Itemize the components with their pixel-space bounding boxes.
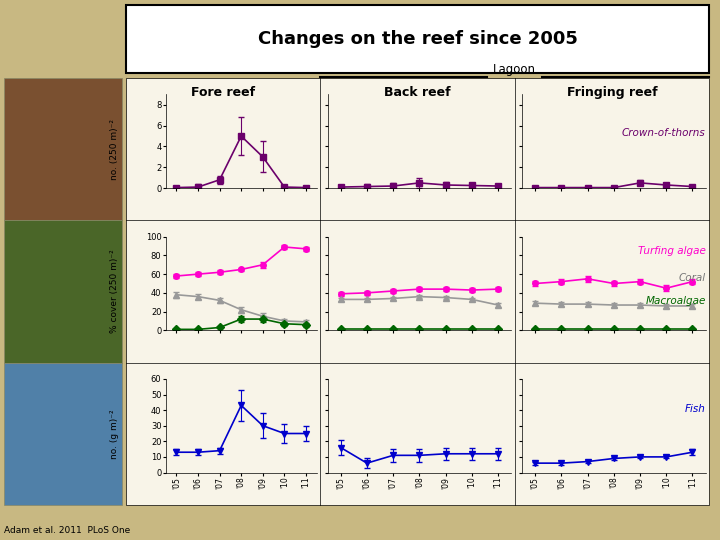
Text: Lagoon: Lagoon bbox=[493, 63, 536, 76]
Text: no. (250 m)⁻²: no. (250 m)⁻² bbox=[109, 119, 119, 180]
Text: Macroalgae: Macroalgae bbox=[645, 296, 706, 306]
Text: Changes on the reef since 2005: Changes on the reef since 2005 bbox=[258, 30, 577, 48]
Text: no. (g m)⁻²: no. (g m)⁻² bbox=[109, 409, 119, 458]
Text: % cover (250 m)⁻²: % cover (250 m)⁻² bbox=[109, 249, 119, 334]
Text: Coral: Coral bbox=[678, 273, 706, 283]
Text: Fore reef: Fore reef bbox=[191, 86, 256, 99]
Text: Fish: Fish bbox=[685, 404, 706, 415]
Text: Fringing reef: Fringing reef bbox=[567, 86, 657, 99]
Text: Adam et al. 2011  PLoS One: Adam et al. 2011 PLoS One bbox=[4, 525, 130, 535]
Text: Crown-of-thorns: Crown-of-thorns bbox=[622, 128, 706, 138]
Text: Turfing algae: Turfing algae bbox=[638, 246, 706, 256]
Text: Back reef: Back reef bbox=[384, 86, 451, 99]
